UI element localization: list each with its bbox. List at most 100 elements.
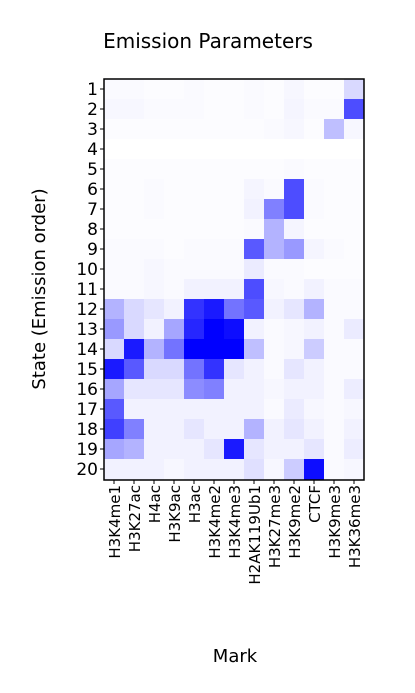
heatmap-cell: [124, 119, 145, 140]
heatmap-cell: [184, 339, 205, 360]
heatmap-cell: [184, 319, 205, 340]
heatmap-cell: [144, 179, 165, 200]
x-tick-label: CTCF: [306, 485, 324, 523]
heatmap-cell: [244, 439, 265, 460]
heatmap-cell: [224, 279, 245, 300]
heatmap-cell: [164, 199, 185, 220]
heatmap-cell: [104, 259, 125, 280]
heatmap-cell: [204, 319, 225, 340]
heatmap-cell: [244, 219, 265, 240]
x-tick-label: H3K36me3: [346, 485, 364, 568]
heatmap-cell: [284, 439, 305, 460]
x-tick-label: H2AK119Ub1: [246, 485, 264, 585]
heatmap-cell: [344, 379, 365, 400]
x-tick-label: H3K4me3: [226, 485, 244, 559]
heatmap-cell: [204, 459, 225, 480]
x-axis-ticks: H3K4me1 H3K27ac H4ac H3K9ac H3ac H3K4me2 H3K4m…: [106, 480, 364, 585]
heatmap-cell: [324, 419, 345, 440]
heatmap-cell: [204, 339, 225, 360]
heatmap-cell: [264, 299, 285, 320]
heatmap-cell: [264, 219, 285, 240]
heatmap-cell: [164, 219, 185, 240]
heatmap-cell: [284, 339, 305, 360]
heatmap-cell: [204, 279, 225, 300]
heatmap-cell: [204, 379, 225, 400]
y-tick-label: 2: [87, 100, 98, 120]
heatmap-cell: [224, 179, 245, 200]
heatmap-cell: [344, 319, 365, 340]
heatmap-cell: [324, 219, 345, 240]
heatmap-cell: [304, 199, 325, 220]
heatmap-cell: [344, 299, 365, 320]
heatmap-cell: [104, 139, 125, 160]
heatmap-cell: [104, 239, 125, 260]
heatmap-cell: [284, 159, 305, 180]
heatmap-cell: [284, 299, 305, 320]
heatmap-cell: [204, 399, 225, 420]
heatmap-cell: [144, 219, 165, 240]
heatmap-cell: [124, 419, 145, 440]
heatmap-cell: [144, 159, 165, 180]
x-tick-label: H4ac: [146, 485, 164, 523]
heatmap-cell: [144, 419, 165, 440]
heatmap-cell: [244, 459, 265, 480]
heatmap-cell: [224, 239, 245, 260]
heatmap-cell: [324, 319, 345, 340]
heatmap-cell: [124, 279, 145, 300]
heatmap-cell: [144, 319, 165, 340]
heatmap-cell: [344, 79, 365, 100]
heatmap-cell: [104, 79, 125, 100]
heatmap-cell: [164, 279, 185, 300]
heatmap-cell: [124, 139, 145, 160]
heatmap-cell: [304, 79, 325, 100]
heatmap-cell: [144, 279, 165, 300]
heatmap-cell: [244, 239, 265, 260]
heatmap-cell: [184, 419, 205, 440]
heatmap-cell: [224, 399, 245, 420]
heatmap-cell: [344, 99, 365, 120]
heatmap-cell: [304, 119, 325, 140]
heatmap-cell: [264, 239, 285, 260]
heatmap-cell: [224, 439, 245, 460]
heatmap-cell: [204, 239, 225, 260]
heatmap-cell: [264, 459, 285, 480]
heatmap-cell: [224, 79, 245, 100]
heatmap-cell: [184, 199, 205, 220]
heatmap-cell: [244, 179, 265, 200]
heatmap-cell: [104, 399, 125, 420]
heatmap-cell: [324, 159, 345, 180]
heatmap-cell: [264, 139, 285, 160]
heatmap-cell: [224, 99, 245, 120]
heatmap-cell: [164, 419, 185, 440]
y-tick-label: 20: [76, 460, 98, 480]
heatmap-cell: [344, 199, 365, 220]
heatmap-cell: [124, 219, 145, 240]
heatmap-cell: [124, 319, 145, 340]
y-tick-label: 10: [76, 260, 98, 280]
heatmap-cell: [264, 359, 285, 380]
y-tick-label: 6: [87, 180, 98, 200]
heatmap-cell: [344, 179, 365, 200]
y-tick-label: 14: [76, 340, 98, 360]
heatmap-cell: [324, 439, 345, 460]
heatmap-cell: [144, 439, 165, 460]
heatmap-cell: [284, 259, 305, 280]
heatmap-cell: [304, 299, 325, 320]
heatmap-cell: [344, 239, 365, 260]
heatmap-cell: [184, 159, 205, 180]
heatmap-cell: [184, 219, 205, 240]
y-tick-label: 16: [76, 380, 98, 400]
heatmap-cell: [304, 159, 325, 180]
heatmap-cell: [224, 459, 245, 480]
heatmap-cell: [144, 79, 165, 100]
y-tick-label: 12: [76, 300, 98, 320]
heatmap-cell: [204, 199, 225, 220]
heatmap-cell: [144, 359, 165, 380]
heatmap-cell: [124, 339, 145, 360]
heatmap-cell: [184, 399, 205, 420]
heatmap-cell: [324, 139, 345, 160]
heatmap-cell: [264, 119, 285, 140]
heatmap-cell: [144, 199, 165, 220]
heatmap-cell: [184, 79, 205, 100]
